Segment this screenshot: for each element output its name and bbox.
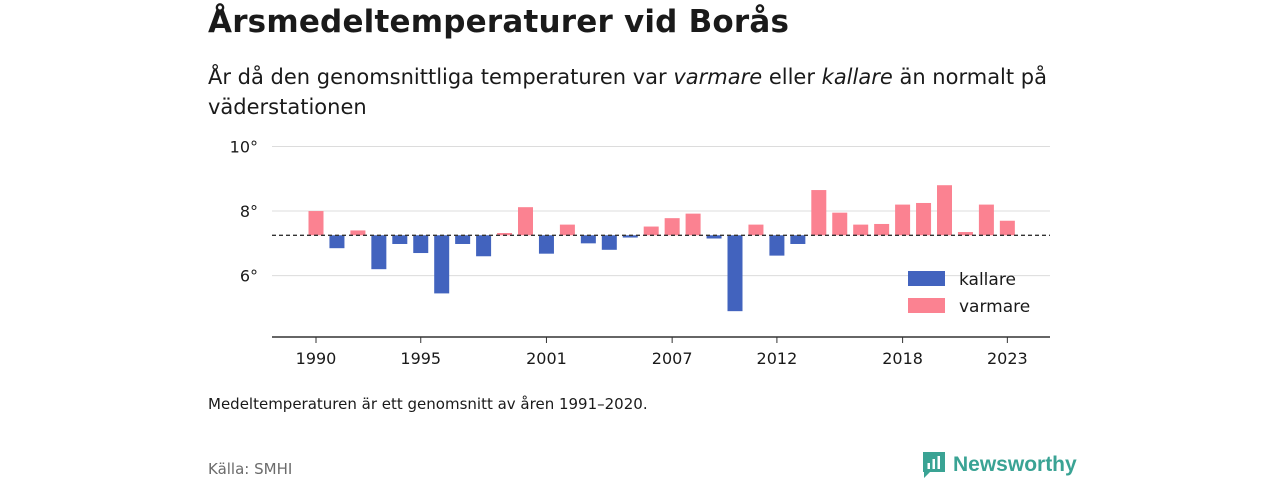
- bar-2015: [832, 212, 848, 236]
- bar-2018: [895, 204, 911, 236]
- x-tick-label: 2007: [652, 349, 693, 368]
- newsworthy-brand[interactable]: Newsworthy: [921, 450, 1077, 480]
- chart-title: Årsmedeltemperaturer vid Borås: [208, 4, 790, 40]
- bar-1997: [455, 235, 471, 244]
- brand-name: Newsworthy: [953, 453, 1077, 476]
- y-tick-label: 6°: [240, 267, 258, 286]
- bar-1998: [476, 235, 492, 257]
- x-tick-label: 2018: [882, 349, 923, 368]
- bar-2013: [790, 235, 806, 244]
- bar-2010: [727, 235, 743, 312]
- bar-2011: [748, 224, 764, 236]
- x-tick-label: 1990: [296, 349, 337, 368]
- bar-2019: [916, 202, 932, 236]
- bar-2020: [937, 185, 952, 236]
- bar-2014: [811, 190, 827, 236]
- x-tick-label: 1995: [400, 349, 441, 368]
- bar-1993: [371, 235, 387, 270]
- chart-subtitle: År då den genomsnittliga temperaturen va…: [208, 62, 1088, 122]
- bar-1999: [497, 233, 513, 236]
- subtitle-emphasis-warmer: varmare: [673, 65, 763, 89]
- bar-2009: [706, 235, 722, 239]
- bar-2006: [643, 226, 659, 236]
- y-tick-label: 8°: [240, 202, 258, 221]
- bar-2007: [664, 218, 680, 236]
- bar-2000: [518, 207, 533, 236]
- newsworthy-logo-icon: [923, 452, 945, 478]
- bar-1994: [392, 235, 408, 244]
- bar-2023: [999, 220, 1015, 236]
- source-text: Källa: SMHI: [208, 460, 293, 478]
- bar-2016: [853, 224, 869, 236]
- legend-swatch-kallare: [908, 271, 945, 286]
- temperature-bar-chart: 6° 8° 10° 1990 1995 2001 2007 2012 2018 2023 kalla…: [230, 137, 1050, 368]
- bar-1996: [434, 235, 450, 294]
- bar-2008: [685, 213, 701, 236]
- bar-2017: [874, 223, 890, 236]
- x-tick-label: 2012: [757, 349, 798, 368]
- bar-1990: [308, 211, 324, 236]
- legend-label-varmare: varmare: [959, 297, 1030, 317]
- bar-2003: [580, 235, 596, 244]
- legend-label-kallare: kallare: [959, 270, 1016, 290]
- legend-swatch-varmare: [908, 298, 945, 313]
- subtitle-emphasis-colder: kallare: [821, 65, 893, 89]
- bar-2004: [601, 235, 617, 250]
- bar-2022: [978, 204, 994, 236]
- bar-2001: [538, 235, 554, 254]
- bar-1992: [350, 230, 366, 236]
- subtitle-text-1: År då den genomsnittliga temperaturen va…: [208, 65, 674, 89]
- x-tick-label: 2001: [526, 349, 567, 368]
- bar-1991: [329, 235, 345, 249]
- y-tick-label: 10°: [230, 137, 258, 156]
- bar-2021: [957, 232, 973, 236]
- bar-2002: [559, 224, 575, 236]
- x-tick-label: 2023: [987, 349, 1028, 368]
- bar-1995: [413, 235, 429, 254]
- chart-note: Medeltemperaturen är ett genomsnitt av å…: [208, 395, 648, 413]
- subtitle-text-3: än normalt på väderstationen: [208, 65, 1047, 119]
- bar-2012: [769, 235, 785, 256]
- subtitle-text-2: eller: [762, 65, 822, 89]
- bar-2005: [622, 235, 638, 238]
